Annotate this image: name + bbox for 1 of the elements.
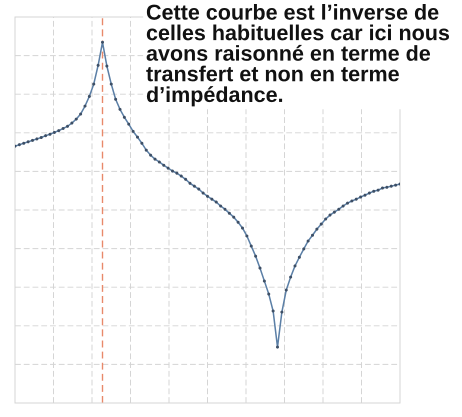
annotation: Cette courbe est l’inverse de celles habituelles car ici nous avons raisonné en terme de transfert et non en terme d’impédance.	[146, 4, 450, 106]
